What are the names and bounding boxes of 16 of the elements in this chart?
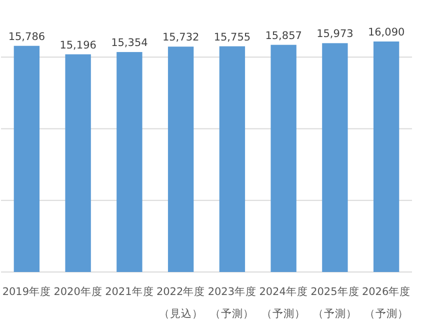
- data-label: 15,755: [214, 31, 251, 44]
- data-label: 15,857: [265, 30, 302, 42]
- x-tick-label: 2019年度: [2, 285, 52, 298]
- data-label: 15,973: [316, 28, 354, 40]
- data-label: 16,090: [368, 26, 405, 38]
- data-label: 15,786: [8, 30, 46, 43]
- x-tick-label: 2022年度（見込）: [156, 285, 206, 320]
- x-tick-label: 2023年度（予測）: [208, 285, 257, 320]
- x-tick-label: 2021年度: [105, 285, 154, 298]
- x-tick-label: 2026年度（予測）: [362, 285, 411, 320]
- x-tick-label: 2024年度（予測）: [259, 285, 308, 320]
- data-label: 15,732: [162, 32, 200, 44]
- x-tick-label: 2020年度: [54, 285, 102, 298]
- x-tick-label: 2025年度（予測）: [310, 285, 360, 320]
- data-label: 15,354: [111, 37, 148, 50]
- data-label: 15,196: [60, 39, 97, 52]
